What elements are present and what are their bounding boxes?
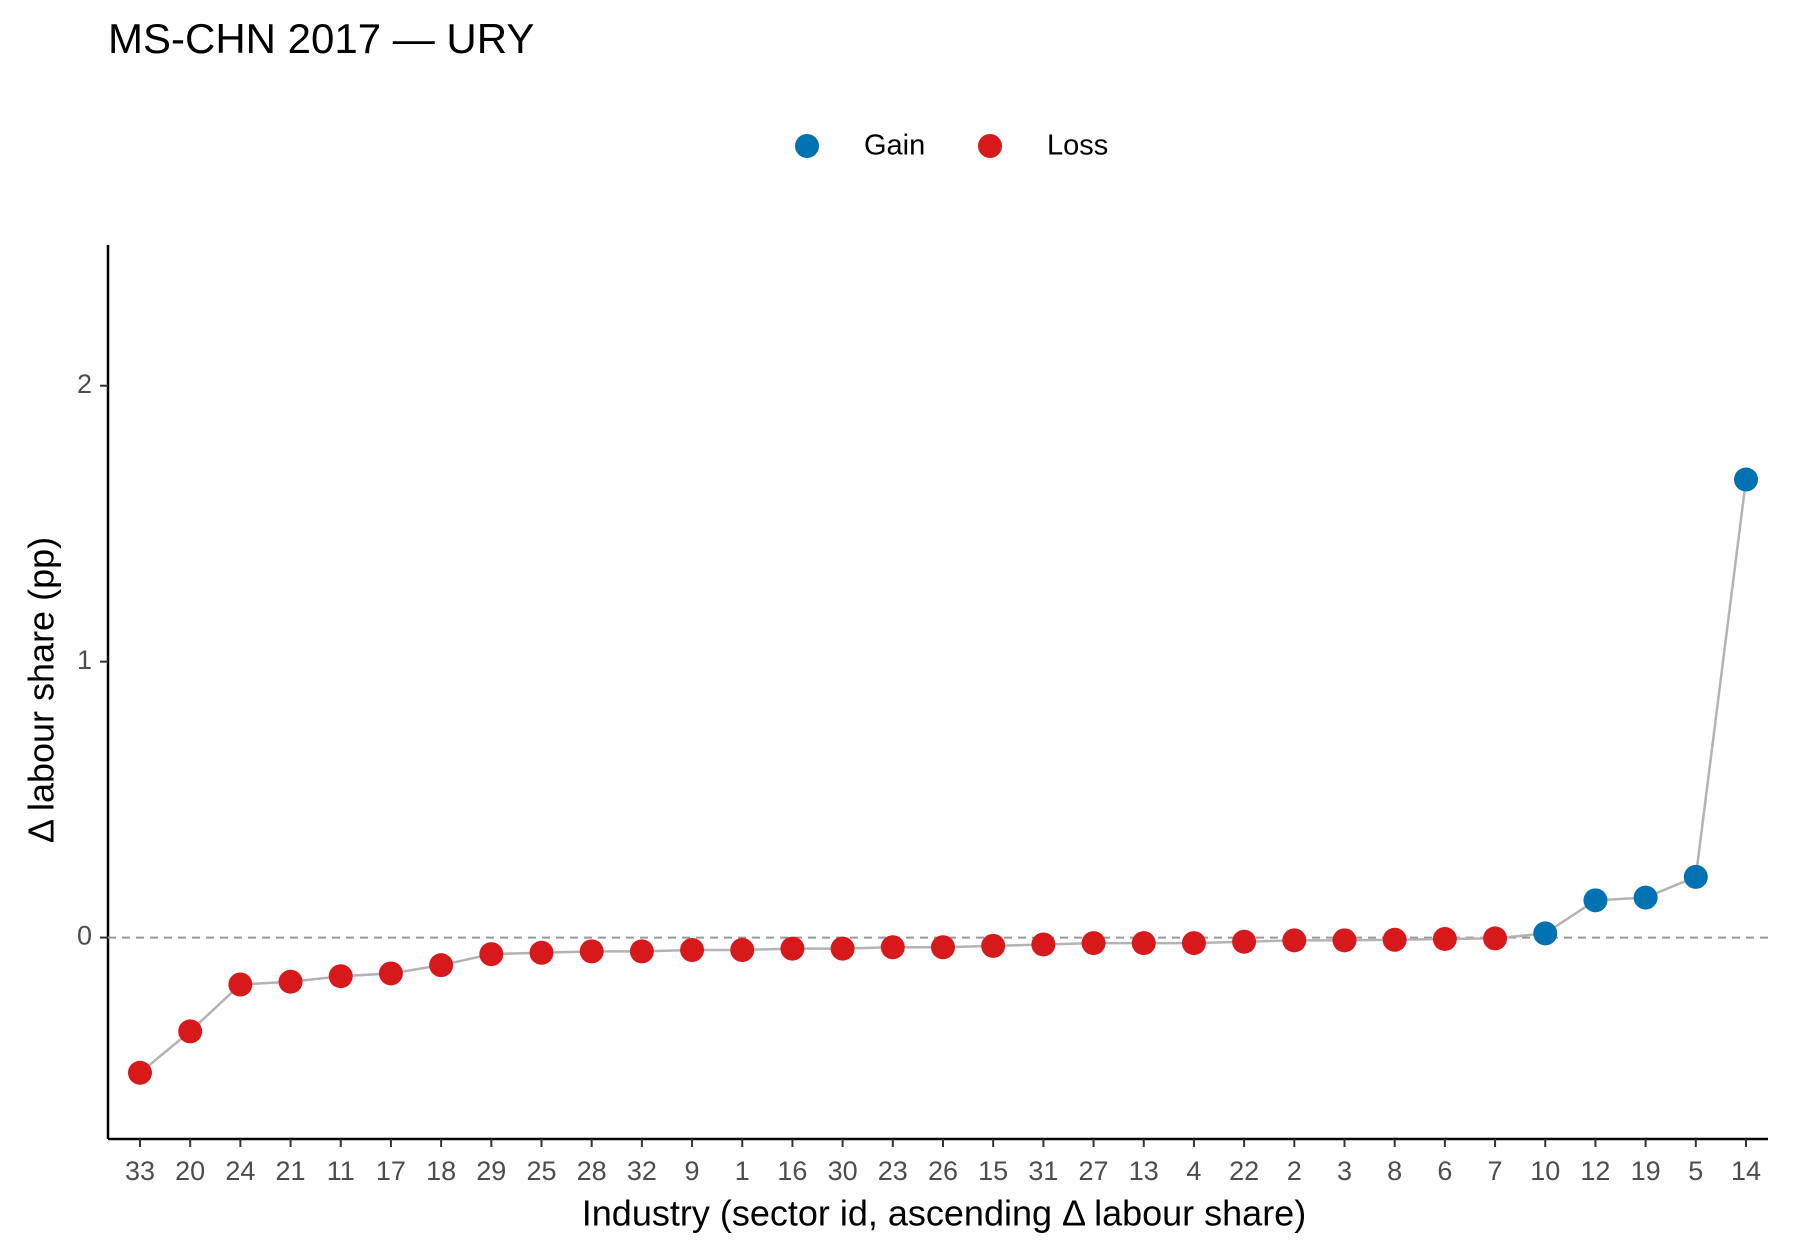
legend-marker <box>978 134 1002 158</box>
point <box>479 942 504 967</box>
point <box>780 936 805 961</box>
point <box>128 1060 152 1085</box>
x-tick-label: 9 <box>685 1156 700 1186</box>
x-tick-label: 13 <box>1129 1156 1159 1186</box>
point <box>1583 888 1608 913</box>
y-tick-label: 1 <box>77 645 92 675</box>
x-tick-label: 10 <box>1530 1156 1560 1186</box>
x-tick-label: 25 <box>526 1156 556 1186</box>
legend-label: Loss <box>1047 130 1108 162</box>
point <box>1282 928 1307 953</box>
x-tick-label: 30 <box>828 1156 858 1186</box>
connector-line <box>139 479 1748 1074</box>
x-tick-label: 3 <box>1337 1156 1352 1186</box>
point <box>429 953 454 978</box>
x-tick-label: 5 <box>1688 1156 1703 1186</box>
point <box>880 935 905 960</box>
point <box>228 972 253 997</box>
x-tick-label: 28 <box>577 1156 607 1186</box>
y-tick-label: 0 <box>77 921 92 951</box>
x-tick-label: 18 <box>426 1156 456 1186</box>
point <box>629 939 654 964</box>
point <box>680 937 705 962</box>
point <box>931 935 955 960</box>
x-tick-label: 19 <box>1631 1156 1661 1186</box>
x-tick-label: 22 <box>1229 1156 1259 1186</box>
point <box>730 937 755 962</box>
x-tick-label: 31 <box>1028 1156 1058 1186</box>
point <box>1483 926 1508 951</box>
legend-label: Gain <box>864 130 925 162</box>
point <box>1232 929 1257 954</box>
point <box>529 940 554 965</box>
point <box>579 939 604 964</box>
x-tick-label: 8 <box>1387 1156 1402 1186</box>
point <box>1633 885 1658 910</box>
point <box>1181 931 1206 956</box>
x-tick-label: 24 <box>225 1156 255 1186</box>
point <box>1131 931 1156 956</box>
point <box>1734 467 1758 492</box>
point <box>830 936 855 961</box>
point <box>178 1019 203 1044</box>
x-tick-label: 12 <box>1580 1156 1610 1186</box>
x-tick-label: 26 <box>928 1156 958 1186</box>
x-tick-label: 23 <box>878 1156 908 1186</box>
x-tick-label: 14 <box>1731 1156 1761 1186</box>
x-tick-label: 2 <box>1287 1156 1302 1186</box>
x-tick-label: 15 <box>978 1156 1008 1186</box>
point <box>378 961 403 986</box>
x-tick-label: 21 <box>276 1156 306 1186</box>
x-tick-label: 16 <box>777 1156 807 1186</box>
point <box>1081 931 1106 956</box>
legend-marker <box>795 134 819 158</box>
chart-title: MS-CHN 2017 — URY <box>108 15 534 62</box>
x-tick-label: 6 <box>1437 1156 1452 1186</box>
point <box>1533 921 1558 946</box>
x-tick-label: 4 <box>1186 1156 1201 1186</box>
x-tick-label: 33 <box>125 1156 155 1186</box>
point <box>278 969 303 994</box>
x-tick-label: 17 <box>376 1156 406 1186</box>
x-tick-label: 29 <box>476 1156 506 1186</box>
point <box>1332 928 1357 953</box>
point <box>981 933 1006 958</box>
point <box>1031 932 1056 957</box>
x-axis-label: Industry (sector id, ascending Δ labour … <box>582 1193 1306 1234</box>
point <box>328 964 353 989</box>
point <box>1382 927 1407 952</box>
y-tick-label: 2 <box>77 369 92 399</box>
y-axis-label: Δ labour share (pp) <box>21 537 62 843</box>
point <box>1683 864 1708 889</box>
x-tick-label: 27 <box>1079 1156 1109 1186</box>
x-tick-label: 7 <box>1488 1156 1503 1186</box>
x-tick-label: 32 <box>627 1156 657 1186</box>
x-tick-label: 11 <box>327 1156 355 1186</box>
x-tick-label: 20 <box>175 1156 205 1186</box>
point <box>1432 926 1457 951</box>
x-tick-label: 1 <box>735 1156 750 1186</box>
